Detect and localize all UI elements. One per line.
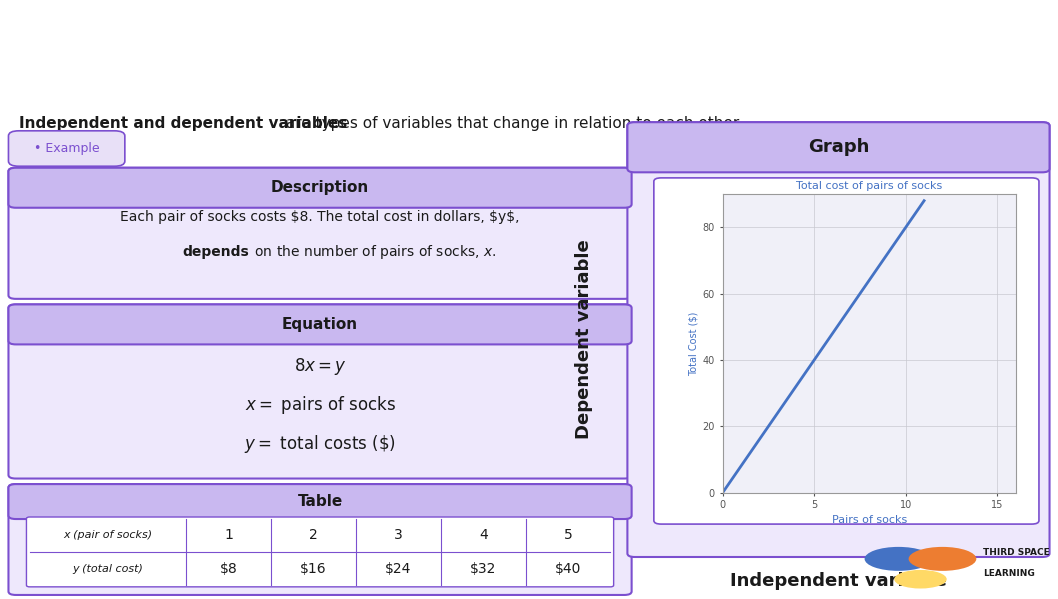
Text: $16: $16 [300, 562, 327, 576]
Text: LEARNING: LEARNING [983, 568, 1035, 578]
Text: • Example: • Example [34, 142, 99, 155]
Text: $32: $32 [470, 562, 496, 576]
Text: Table: Table [297, 494, 343, 509]
Text: Independent And Dependent Variables: Independent And Dependent Variables [19, 30, 868, 68]
Circle shape [894, 570, 947, 588]
Text: depends: depends [182, 245, 250, 259]
Text: $x = $ pairs of socks: $x = $ pairs of socks [244, 394, 396, 416]
FancyBboxPatch shape [8, 304, 632, 344]
Text: y (total cost): y (total cost) [73, 564, 143, 574]
Text: Graph: Graph [807, 138, 870, 156]
Text: x (pair of socks): x (pair of socks) [63, 530, 152, 540]
Text: $40: $40 [554, 562, 581, 576]
Text: Dependent variable: Dependent variable [574, 240, 594, 440]
Text: 5: 5 [564, 528, 572, 542]
FancyBboxPatch shape [26, 517, 614, 587]
Text: Each pair of socks costs $8. The total cost in dollars, $y$,: Each pair of socks costs $8. The total c… [121, 210, 519, 224]
Text: Independent and dependent variables: Independent and dependent variables [19, 116, 347, 131]
Text: Independent variable: Independent variable [730, 572, 947, 590]
Text: Equation: Equation [282, 317, 358, 332]
FancyBboxPatch shape [654, 178, 1039, 524]
FancyBboxPatch shape [8, 304, 632, 479]
Text: $8x = y$: $8x = y$ [294, 356, 346, 377]
FancyBboxPatch shape [8, 131, 125, 167]
Text: 2: 2 [309, 528, 317, 542]
FancyBboxPatch shape [8, 484, 632, 519]
Title: Total cost of pairs of socks: Total cost of pairs of socks [796, 180, 943, 190]
Text: $24: $24 [385, 562, 412, 576]
Y-axis label: Total Cost ($): Total Cost ($) [689, 311, 698, 376]
Text: 1: 1 [224, 528, 233, 542]
Text: THIRD SPACE: THIRD SPACE [983, 548, 1050, 558]
Circle shape [909, 547, 977, 571]
FancyBboxPatch shape [8, 168, 632, 208]
Text: 3: 3 [394, 528, 403, 542]
FancyBboxPatch shape [8, 484, 632, 595]
Circle shape [864, 547, 932, 571]
Text: Description: Description [271, 180, 369, 195]
FancyBboxPatch shape [627, 122, 1050, 173]
Text: $y = $ total costs ($\$$): $y = $ total costs ($\$$) [244, 433, 396, 455]
Text: are types of variables that change in relation to each other.: are types of variables that change in re… [281, 116, 743, 131]
Text: 4: 4 [479, 528, 488, 542]
Text: on the number of pairs of socks, $x$.: on the number of pairs of socks, $x$. [250, 243, 496, 261]
X-axis label: Pairs of socks: Pairs of socks [832, 515, 907, 525]
FancyBboxPatch shape [8, 168, 632, 299]
Text: $8: $8 [220, 562, 237, 576]
FancyBboxPatch shape [627, 122, 1050, 557]
